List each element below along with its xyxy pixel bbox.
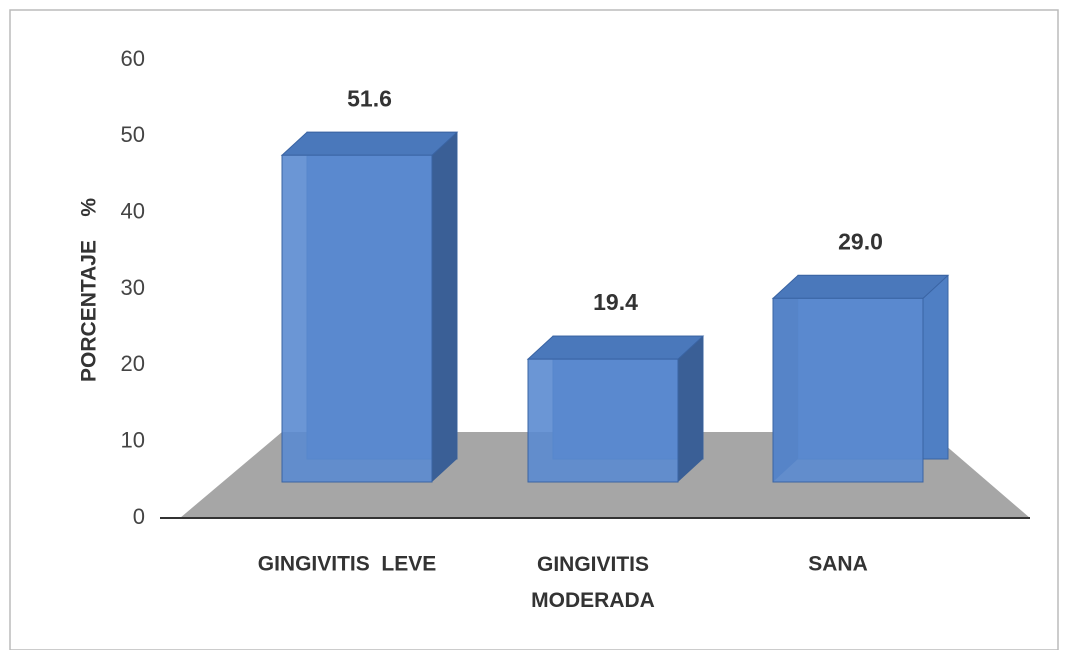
x-tick-label: GINGIVITIS LEVE <box>258 553 437 576</box>
x-tick-label: SANA <box>808 553 868 576</box>
bar-top <box>771 274 950 299</box>
y-tick-label: 30 <box>121 275 145 300</box>
frame <box>9 9 1059 650</box>
bar-side <box>432 132 457 482</box>
bar-front <box>281 154 433 483</box>
y-tick-label: 60 <box>121 46 145 71</box>
bar-front <box>527 358 679 483</box>
bar <box>526 335 705 483</box>
value-label: 51.6 <box>347 85 392 111</box>
bar-side <box>678 336 703 482</box>
bar-top <box>280 131 459 156</box>
bar <box>280 131 459 483</box>
y-tick-label: 0 <box>133 504 145 529</box>
value-label: 29.0 <box>838 228 883 254</box>
y-axis-label: PORCENTAJE % <box>78 198 101 382</box>
bar-top <box>526 335 705 360</box>
bar <box>771 274 950 483</box>
bar-front <box>772 297 924 483</box>
y-tick-label: 20 <box>121 351 145 376</box>
value-label: 19.4 <box>593 289 638 315</box>
x-tick-label: GINGIVITIS MODERADA <box>531 553 655 612</box>
y-tick-label: 40 <box>121 198 145 223</box>
y-tick-label: 10 <box>121 427 145 452</box>
y-tick-label: 50 <box>121 122 145 147</box>
